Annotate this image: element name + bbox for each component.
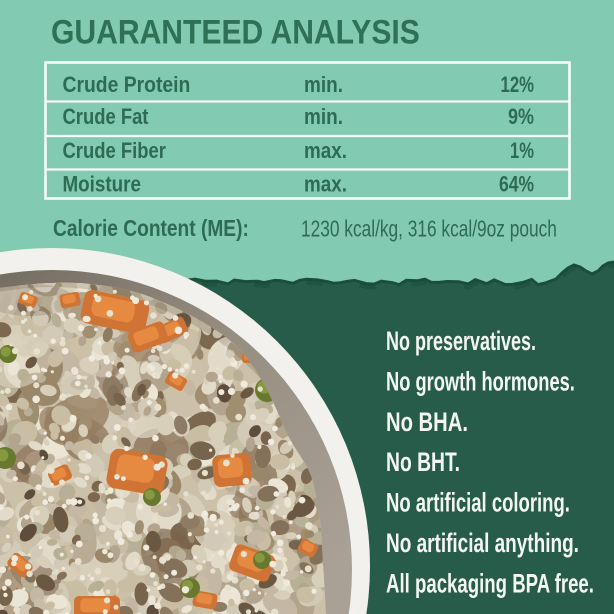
svg-text:All packaging BPA free.: All packaging BPA free. xyxy=(386,568,594,598)
svg-text:1230 kcal/kg, 316 kcal/9oz pou: 1230 kcal/kg, 316 kcal/9oz pouch xyxy=(301,217,557,242)
svg-text:No BHT.: No BHT. xyxy=(386,447,460,477)
svg-text:min.: min. xyxy=(304,73,343,98)
svg-text:1%: 1% xyxy=(510,139,534,164)
svg-text:max.: max. xyxy=(304,138,347,163)
svg-text:Calorie Content (ME):: Calorie Content (ME): xyxy=(53,216,249,241)
svg-text:No BHA.: No BHA. xyxy=(386,407,468,438)
svg-text:No artificial anything.: No artificial anything. xyxy=(386,528,579,558)
svg-text:min.: min. xyxy=(304,105,343,130)
svg-text:Moisture: Moisture xyxy=(63,172,141,197)
svg-text:Crude Protein: Crude Protein xyxy=(63,73,191,97)
svg-text:No growth hormones.: No growth hormones. xyxy=(386,366,575,396)
svg-text:No preservatives.: No preservatives. xyxy=(386,325,536,356)
svg-text:9%: 9% xyxy=(508,106,534,130)
svg-text:No artificial coloring.: No artificial coloring. xyxy=(386,487,570,517)
svg-text:64%: 64% xyxy=(499,173,534,197)
svg-text:12%: 12% xyxy=(501,73,535,98)
svg-text:Crude Fiber: Crude Fiber xyxy=(63,139,166,163)
svg-text:Crude Fat: Crude Fat xyxy=(63,106,149,130)
svg-text:GUARANTEED ANALYSIS: GUARANTEED ANALYSIS xyxy=(51,13,420,51)
svg-text:max.: max. xyxy=(304,172,347,197)
